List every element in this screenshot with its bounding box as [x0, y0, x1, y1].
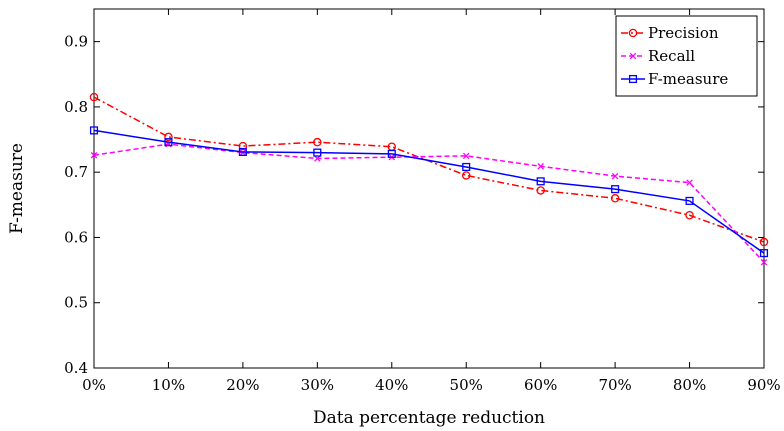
- y-tick-label: 0.4: [64, 359, 88, 377]
- data-point: [313, 137, 322, 147]
- x-tick-label: 50%: [450, 376, 483, 394]
- legend-label: Precision: [648, 24, 719, 42]
- legend-entry-recall: Recall: [621, 47, 695, 65]
- data-point: [90, 151, 98, 159]
- plot-frame: [93, 8, 765, 369]
- x-tick-label: 90%: [747, 376, 780, 394]
- data-point: [164, 132, 173, 142]
- x-tick-label: 0%: [82, 376, 106, 394]
- x-tick-label: 10%: [152, 376, 185, 394]
- series-precision: [89, 92, 769, 247]
- legend-marker: [628, 28, 638, 38]
- data-point: [313, 148, 322, 157]
- legend-entry-f-measure: F-measure: [621, 70, 728, 88]
- legend-marker: [629, 52, 637, 60]
- series-line-precision: [93, 96, 765, 243]
- x-tick-label: 30%: [301, 376, 334, 394]
- data-point: [462, 162, 471, 172]
- legend-label: Recall: [648, 47, 695, 65]
- data-point: [536, 177, 545, 186]
- legend-marker: [628, 74, 638, 84]
- data-point: [759, 249, 769, 258]
- data-point: [238, 147, 247, 156]
- data-point: [685, 211, 694, 220]
- data-point: [89, 92, 99, 102]
- data-point: [238, 141, 248, 151]
- y-axis-title: F-measure: [7, 143, 27, 234]
- y-tick-label: 0.8: [64, 98, 88, 116]
- legend: Precision Recall F-measure: [615, 15, 758, 97]
- x-tick-labels: 0% 10% 20% 30% 40% 50% 60% 70% 80% 90%: [82, 376, 781, 394]
- data-point: [387, 149, 396, 158]
- data-point: [164, 138, 173, 147]
- axis-ticks: [93, 9, 765, 369]
- y-tick-labels: 0.4 0.5 0.6 0.7 0.8 0.9: [64, 33, 88, 377]
- data-point: [537, 163, 544, 170]
- y-tick-label: 0.6: [64, 228, 88, 246]
- x-axis-title: Data percentage reduction: [313, 408, 545, 428]
- data-point: [611, 185, 620, 194]
- legend-entries: Precision Recall F-measure: [621, 24, 728, 88]
- data-point: [685, 196, 694, 205]
- series-f-measure: [89, 126, 769, 258]
- y-tick-label: 0.7: [64, 163, 88, 181]
- data-point: [611, 172, 619, 180]
- x-tick-label: 60%: [524, 376, 557, 394]
- x-tick-label: 20%: [226, 376, 259, 394]
- y-tick-label: 0.9: [64, 33, 88, 51]
- series-line-recall: [93, 143, 765, 263]
- data-point: [760, 258, 768, 266]
- data-point: [536, 186, 545, 195]
- data-point: [89, 126, 99, 135]
- data-point: [610, 194, 620, 203]
- x-tick-label: 70%: [598, 376, 631, 394]
- data-point: [462, 152, 470, 160]
- legend-entry-precision: Precision: [621, 24, 719, 42]
- series-layer: [89, 92, 769, 266]
- data-point: [461, 171, 471, 180]
- x-tick-label: 40%: [375, 376, 408, 394]
- data-point: [686, 179, 693, 186]
- legend-label: F-measure: [648, 70, 728, 88]
- data-point: [759, 237, 769, 247]
- y-tick-label: 0.5: [64, 294, 88, 312]
- series-line-f-measure: [93, 129, 765, 254]
- x-tick-label: 80%: [673, 376, 706, 394]
